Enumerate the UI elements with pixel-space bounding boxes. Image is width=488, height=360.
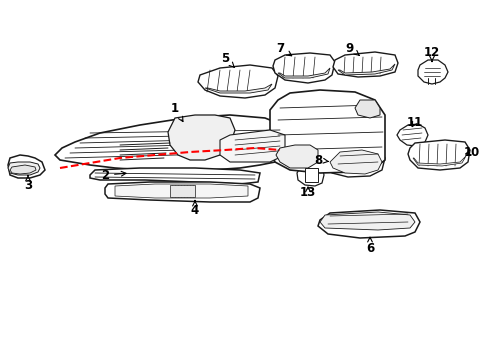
- Polygon shape: [317, 210, 419, 238]
- Polygon shape: [332, 52, 397, 77]
- Text: 7: 7: [275, 41, 291, 56]
- Polygon shape: [337, 64, 394, 75]
- Polygon shape: [354, 100, 379, 118]
- Text: 6: 6: [365, 237, 373, 255]
- Polygon shape: [55, 115, 294, 172]
- Polygon shape: [170, 185, 195, 197]
- Polygon shape: [168, 115, 235, 160]
- Polygon shape: [275, 145, 317, 168]
- Polygon shape: [319, 212, 414, 230]
- Text: 4: 4: [190, 201, 199, 216]
- Text: 3: 3: [24, 176, 32, 192]
- Polygon shape: [8, 162, 40, 175]
- Polygon shape: [325, 145, 384, 177]
- Polygon shape: [198, 65, 278, 98]
- Polygon shape: [269, 90, 384, 173]
- Text: 13: 13: [299, 185, 315, 198]
- Polygon shape: [329, 150, 381, 174]
- Text: 1: 1: [171, 102, 183, 122]
- Polygon shape: [412, 156, 465, 166]
- Polygon shape: [90, 168, 260, 184]
- Polygon shape: [417, 60, 447, 84]
- Polygon shape: [204, 84, 271, 93]
- Text: 9: 9: [345, 41, 359, 55]
- Polygon shape: [278, 68, 329, 78]
- Polygon shape: [10, 165, 36, 174]
- Text: 12: 12: [423, 45, 439, 62]
- Polygon shape: [407, 140, 469, 170]
- Text: 2: 2: [101, 168, 126, 181]
- Polygon shape: [105, 182, 260, 202]
- Polygon shape: [272, 53, 334, 83]
- Text: 10: 10: [463, 145, 479, 158]
- Polygon shape: [305, 168, 317, 182]
- Text: 11: 11: [406, 116, 422, 129]
- Polygon shape: [115, 184, 247, 198]
- Text: 8: 8: [313, 153, 327, 166]
- Polygon shape: [220, 130, 285, 162]
- Text: 5: 5: [221, 51, 234, 67]
- Polygon shape: [8, 155, 45, 178]
- Polygon shape: [296, 162, 324, 186]
- Polygon shape: [396, 124, 427, 146]
